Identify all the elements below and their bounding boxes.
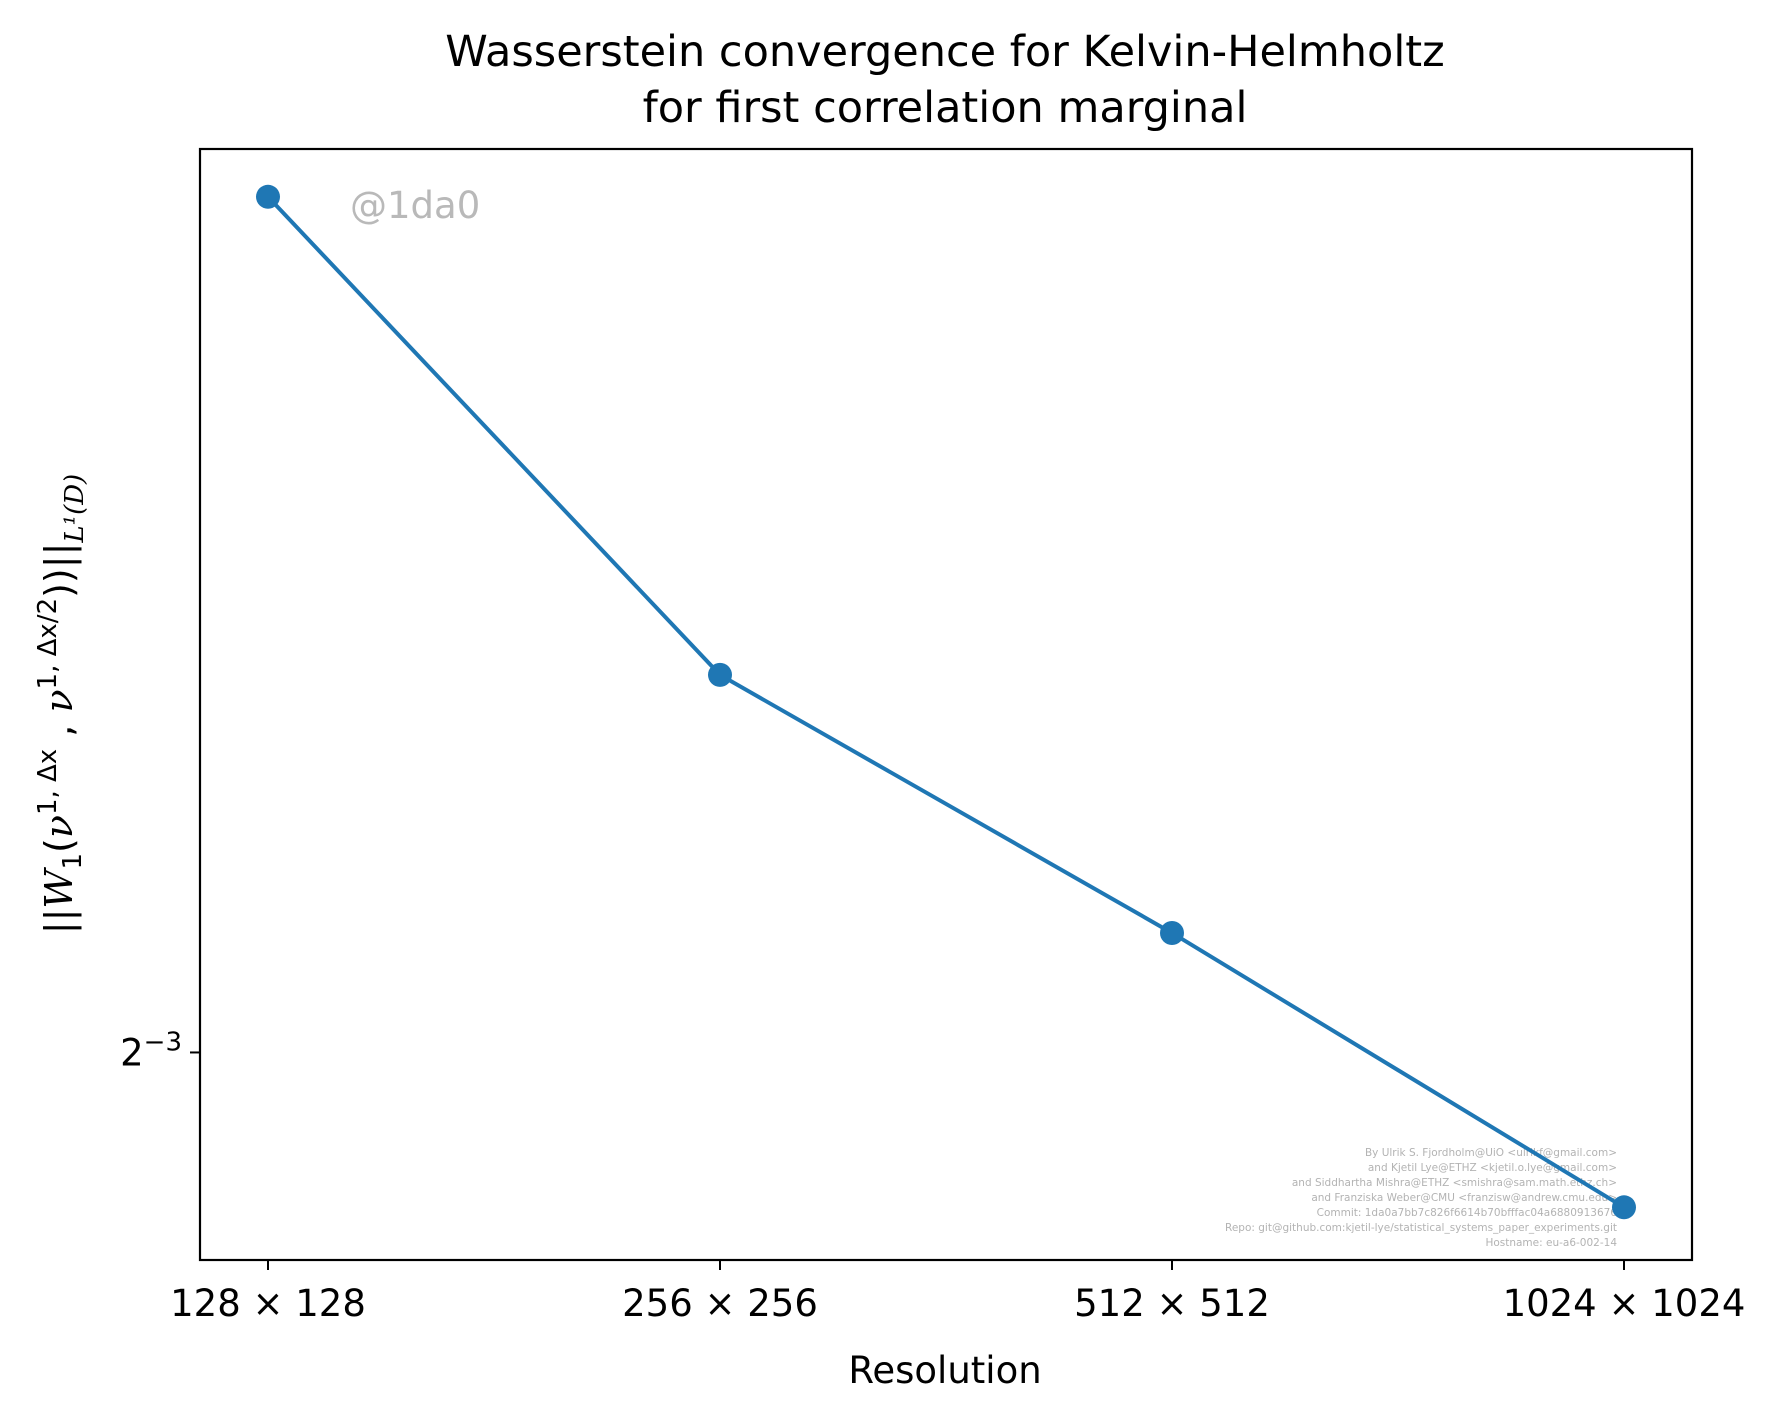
x-tick-label: 128 × 128 (170, 1282, 366, 1325)
y-label-paren-close: )) (37, 568, 81, 598)
chart-title-line-2: for first correlation marginal (643, 83, 1248, 133)
y-label-comma: , (37, 713, 81, 749)
y-label-nu-1: ν (37, 815, 81, 838)
x-tick-label: 256 × 256 (622, 1282, 818, 1325)
y-tick-exponent: −3 (144, 1027, 182, 1057)
y-label-nu-2: ν (37, 689, 81, 712)
credits-block: By Ulrik S. Fjordholm@UiO <ulrikf@gmail.… (1225, 1147, 1617, 1249)
series-line (266, 195, 1626, 1209)
y-label-nu-1-superscript: 1, Δx (33, 749, 63, 815)
credits-line: Repo: git@github.com:kjetil-lye/statisti… (1225, 1222, 1617, 1234)
data-point (1612, 1195, 1636, 1220)
x-axis-label: Resolution (848, 1349, 1041, 1392)
y-label-paren-open: ( (37, 838, 81, 853)
x-tick-label: 1024 × 1024 (1503, 1282, 1746, 1325)
y-axis-label: ||W1(ν1, Δx , ν1, Δx/2))||L¹(D) (33, 474, 90, 934)
credits-line: Commit: 1da0a7bb7c826f6614b70bfffac04a68… (1317, 1207, 1618, 1219)
data-point (708, 662, 732, 687)
data-point (1160, 920, 1184, 945)
x-tick-label: 512 × 512 (1074, 1282, 1270, 1325)
y-label-nu-2-superscript: 1, Δx/2 (33, 598, 63, 690)
chart-title-line-1: Wasserstein convergence for Kelvin-Helmh… (445, 27, 1444, 77)
y-label-w: W (37, 867, 81, 909)
watermark-text: @1da0 (350, 184, 480, 227)
y-label-norm-close: || (37, 543, 82, 569)
series-layer (256, 184, 1636, 1220)
y-label-w-subscript: 1 (58, 853, 88, 870)
y-label-norm-open: || (37, 909, 82, 935)
credits-line: and Kjetil Lye@ETHZ <kjetil.o.lye@gmail.… (1368, 1162, 1617, 1174)
data-point (256, 184, 280, 209)
y-tick-label: 2−3 (120, 1027, 182, 1074)
svg-text:||W1(ν1, Δx , ν1, Δx/2))||L¹(D: ||W1(ν1, Δx , ν1, Δx/2))||L¹(D) (33, 474, 90, 934)
y-axis-ticks: 2−3 (120, 1027, 200, 1074)
x-axis-ticks: 128 × 128 256 × 256 512 × 512 1024 × 1024 (170, 1260, 1745, 1325)
y-label-norm-subscript: L¹(D) (60, 474, 90, 544)
credits-line: By Ulrik S. Fjordholm@UiO <ulrikf@gmail.… (1365, 1147, 1617, 1159)
plot-area-frame (198, 147, 1694, 1262)
credits-line: and Siddhartha Mishra@ETHZ <smishra@sam.… (1292, 1177, 1617, 1189)
credits-line: Hostname: eu-a6-002-14 (1485, 1237, 1617, 1249)
credits-line: and Franziska Weber@CMU <franzisw@andrew… (1311, 1192, 1617, 1204)
y-tick-base: 2 (120, 1031, 144, 1074)
